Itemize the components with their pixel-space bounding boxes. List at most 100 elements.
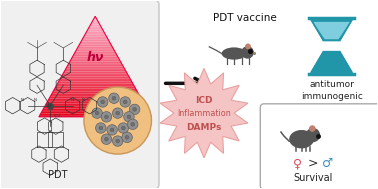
Polygon shape <box>50 95 140 97</box>
Polygon shape <box>86 31 105 33</box>
Polygon shape <box>311 52 352 72</box>
Polygon shape <box>76 50 115 51</box>
Polygon shape <box>71 58 119 60</box>
Polygon shape <box>62 73 128 75</box>
Text: hν: hν <box>87 51 104 64</box>
Polygon shape <box>61 75 129 77</box>
Circle shape <box>98 97 108 107</box>
Text: Survival: Survival <box>293 173 333 183</box>
Polygon shape <box>59 80 132 82</box>
Polygon shape <box>65 68 125 70</box>
Circle shape <box>241 46 254 59</box>
Polygon shape <box>60 78 131 80</box>
Ellipse shape <box>222 47 246 60</box>
Polygon shape <box>58 82 133 83</box>
Polygon shape <box>313 22 350 39</box>
Polygon shape <box>63 72 127 73</box>
Ellipse shape <box>289 130 314 148</box>
Polygon shape <box>82 38 108 40</box>
Circle shape <box>112 136 123 146</box>
Polygon shape <box>72 57 119 58</box>
Polygon shape <box>45 103 145 105</box>
Circle shape <box>105 115 108 119</box>
Text: ♂: ♂ <box>322 157 333 170</box>
Circle shape <box>127 115 131 119</box>
Circle shape <box>123 100 127 104</box>
Text: >: > <box>308 157 318 170</box>
Text: N: N <box>71 98 74 102</box>
Text: Ru: Ru <box>45 103 51 108</box>
Polygon shape <box>76 48 114 50</box>
Circle shape <box>127 119 138 129</box>
Polygon shape <box>90 23 100 25</box>
Polygon shape <box>43 108 148 110</box>
Polygon shape <box>87 30 104 31</box>
Polygon shape <box>42 110 149 112</box>
Polygon shape <box>64 70 126 72</box>
Circle shape <box>101 134 112 144</box>
Circle shape <box>109 93 119 103</box>
FancyBboxPatch shape <box>260 104 378 189</box>
Polygon shape <box>74 51 116 53</box>
Text: N: N <box>21 98 24 102</box>
Polygon shape <box>73 55 118 57</box>
Polygon shape <box>48 98 142 100</box>
Polygon shape <box>91 21 99 23</box>
Circle shape <box>118 123 129 133</box>
Polygon shape <box>43 107 147 108</box>
Polygon shape <box>39 115 152 117</box>
Circle shape <box>124 112 134 122</box>
Text: ICD: ICD <box>195 96 213 105</box>
Polygon shape <box>54 88 136 90</box>
Text: N: N <box>33 98 36 102</box>
Polygon shape <box>78 45 112 46</box>
Text: PDT: PDT <box>48 170 67 180</box>
Circle shape <box>125 136 129 139</box>
Polygon shape <box>55 87 136 88</box>
Polygon shape <box>70 60 121 62</box>
Polygon shape <box>45 105 146 107</box>
Circle shape <box>105 137 108 141</box>
Circle shape <box>131 122 135 126</box>
Circle shape <box>96 123 106 133</box>
Circle shape <box>306 128 320 142</box>
Polygon shape <box>93 18 97 20</box>
Text: antitumor: antitumor <box>309 80 354 89</box>
Polygon shape <box>46 102 144 103</box>
Text: (Cl)₂: (Cl)₂ <box>54 114 63 118</box>
Polygon shape <box>83 36 107 38</box>
Polygon shape <box>66 67 124 68</box>
Polygon shape <box>51 93 139 95</box>
Circle shape <box>112 108 123 118</box>
Polygon shape <box>74 53 117 55</box>
Polygon shape <box>92 20 98 21</box>
Polygon shape <box>88 26 102 28</box>
Circle shape <box>116 139 119 143</box>
Polygon shape <box>67 65 123 67</box>
Polygon shape <box>90 25 101 26</box>
Polygon shape <box>56 85 135 87</box>
Polygon shape <box>311 20 352 40</box>
Polygon shape <box>49 97 141 98</box>
Text: Inflammation: Inflammation <box>177 109 231 118</box>
FancyBboxPatch shape <box>0 0 159 189</box>
Circle shape <box>107 125 117 135</box>
Polygon shape <box>88 28 103 30</box>
Circle shape <box>245 43 251 49</box>
Polygon shape <box>53 90 138 92</box>
Circle shape <box>129 104 140 115</box>
Polygon shape <box>69 62 121 63</box>
Text: immunogenic: immunogenic <box>301 91 363 101</box>
Polygon shape <box>57 83 134 85</box>
Text: DAMPs: DAMPs <box>186 123 222 132</box>
Circle shape <box>92 108 102 118</box>
Polygon shape <box>60 77 130 78</box>
Circle shape <box>309 125 316 132</box>
Polygon shape <box>80 41 110 43</box>
Polygon shape <box>68 63 122 65</box>
Polygon shape <box>81 40 109 41</box>
Polygon shape <box>40 114 150 115</box>
Polygon shape <box>52 92 138 93</box>
Polygon shape <box>41 112 150 114</box>
Polygon shape <box>77 46 113 48</box>
